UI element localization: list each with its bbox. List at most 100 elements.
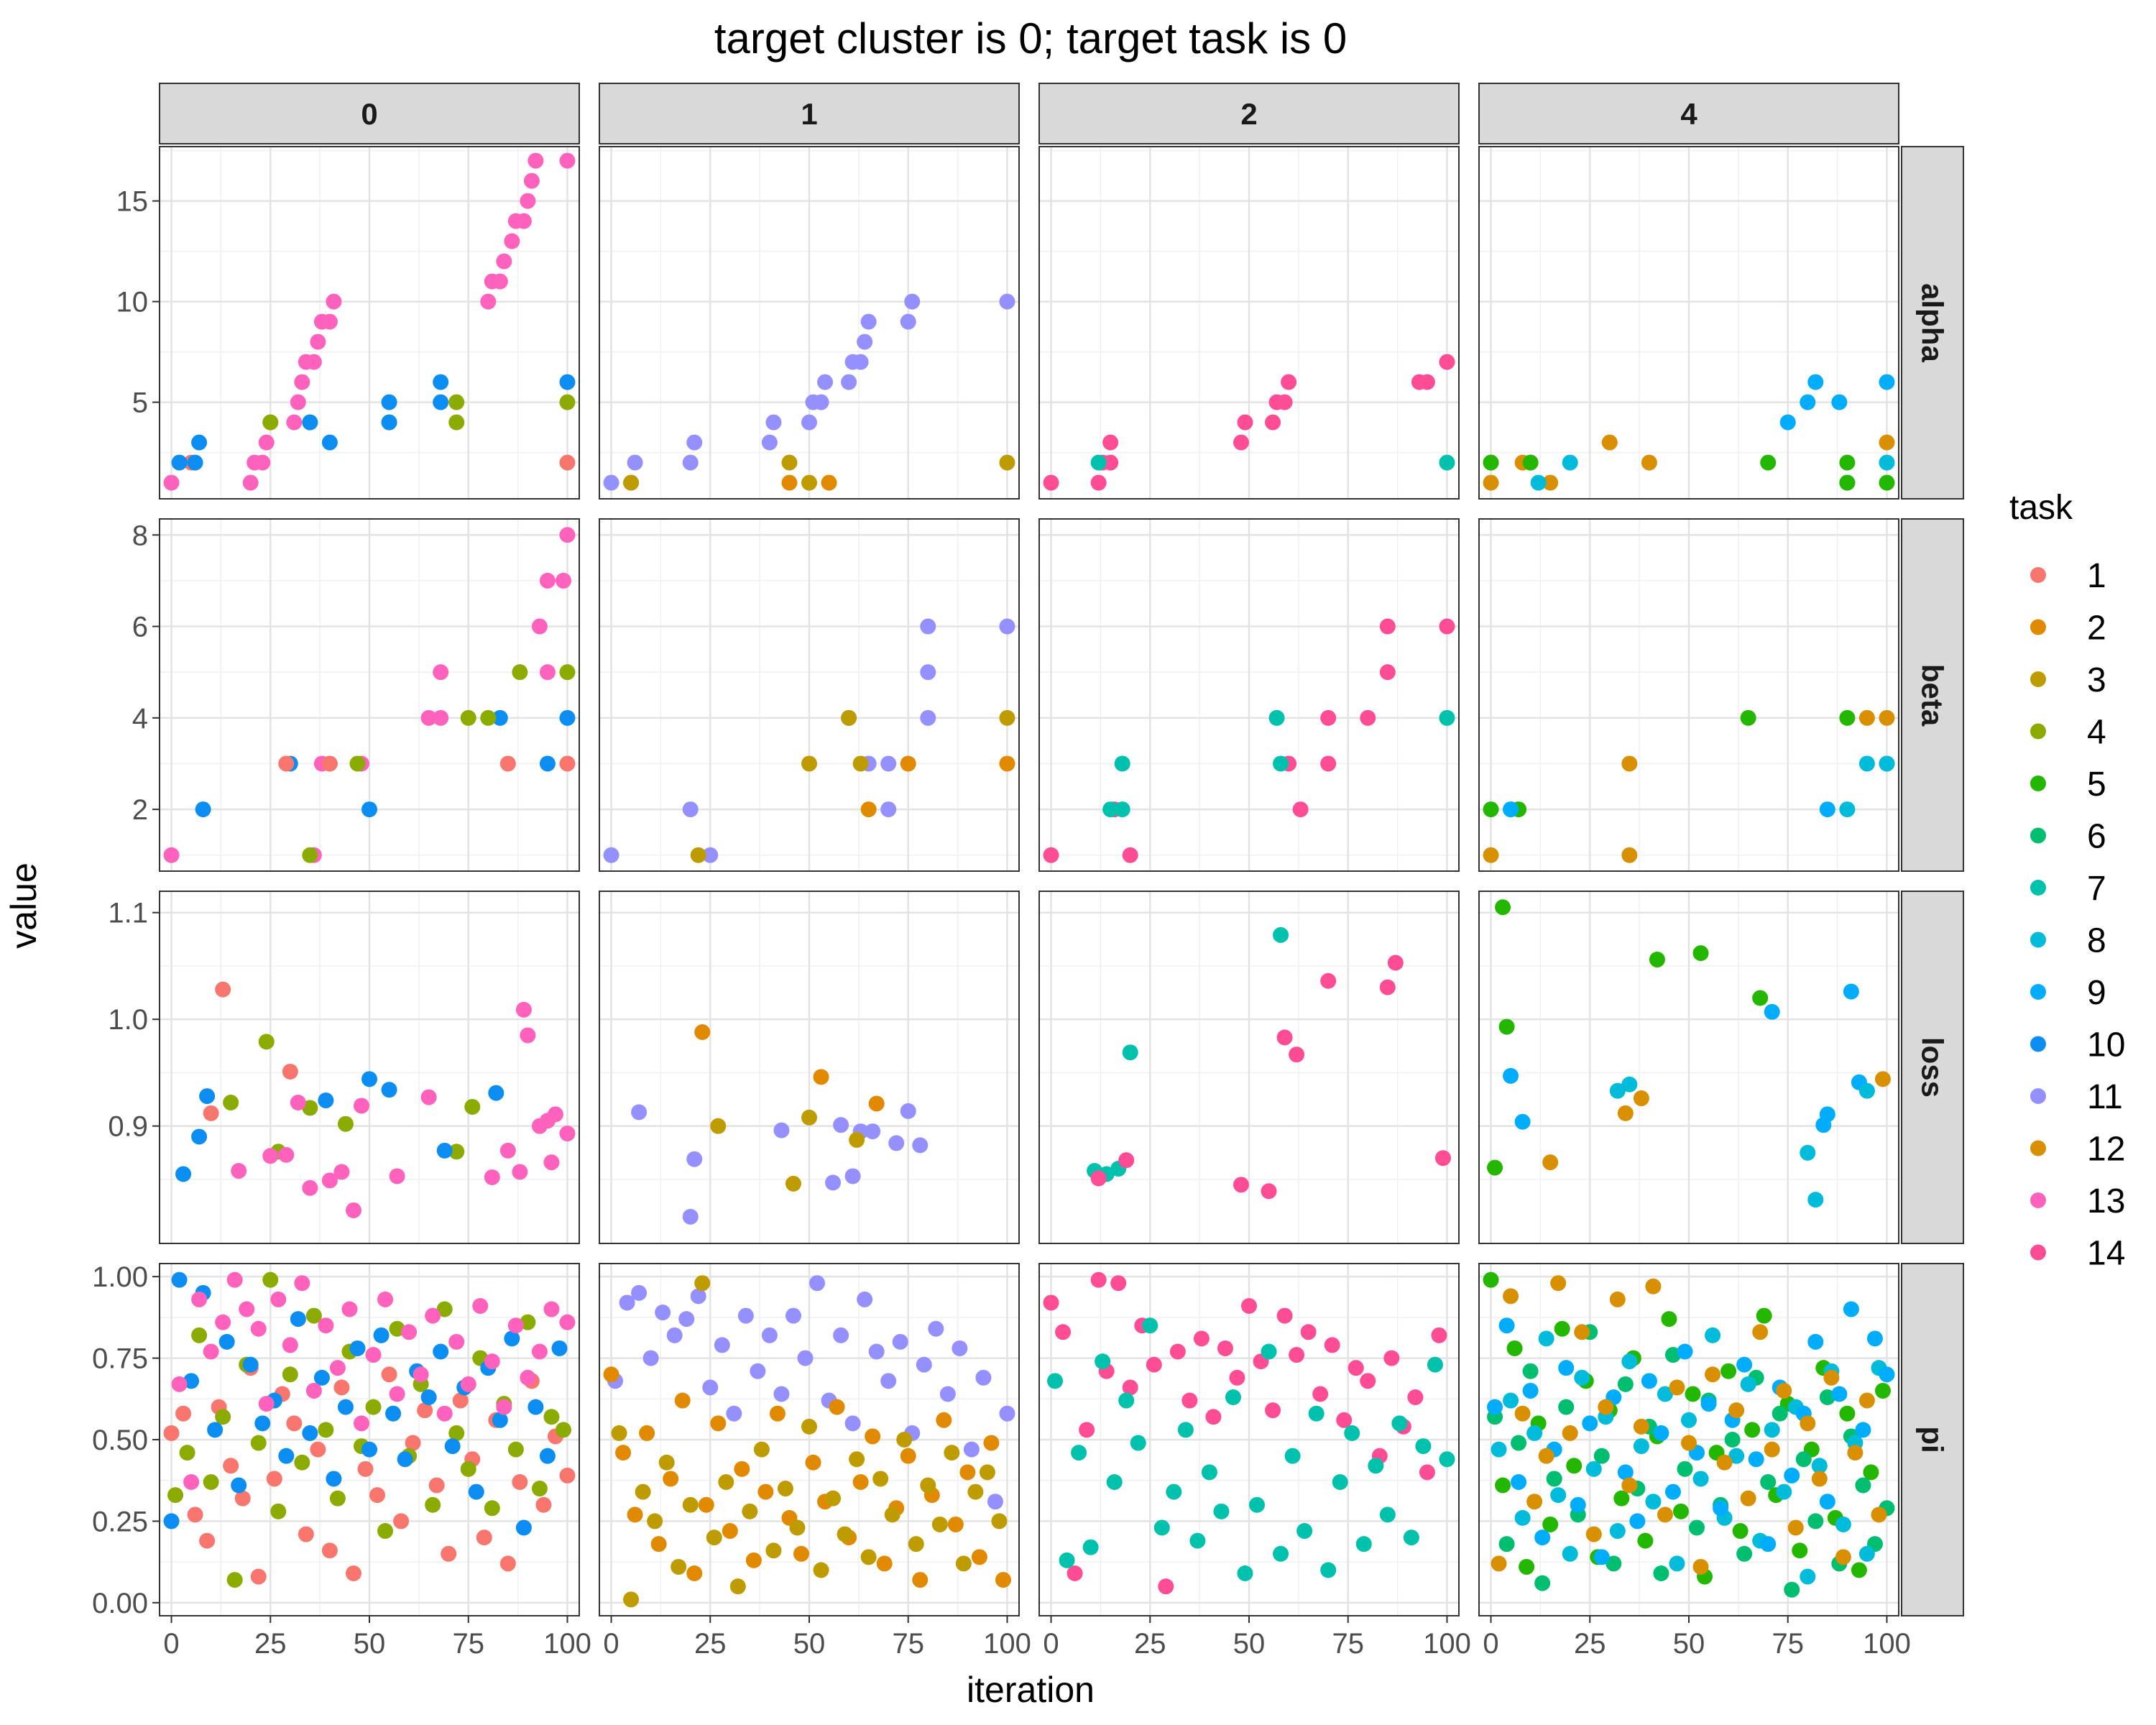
data-point-task-13 bbox=[321, 313, 338, 330]
data-point-task-1 bbox=[499, 755, 516, 772]
panel-loss-4 bbox=[1478, 891, 1899, 1244]
x-tick-label: 50 bbox=[1233, 1628, 1266, 1660]
data-point-task-5 bbox=[1732, 1523, 1749, 1540]
data-point-task-9 bbox=[1879, 1366, 1895, 1383]
data-point-task-11 bbox=[916, 1356, 932, 1373]
data-point-task-2 bbox=[722, 1523, 738, 1540]
data-point-task-14 bbox=[1122, 847, 1138, 863]
data-point-task-12 bbox=[1728, 1402, 1745, 1419]
data-point-task-11 bbox=[825, 1174, 842, 1191]
data-point-task-1 bbox=[223, 1458, 239, 1474]
data-point-task-10 bbox=[551, 1340, 568, 1356]
column-strip-label: 2 bbox=[1240, 97, 1257, 131]
data-point-task-13 bbox=[326, 293, 342, 310]
data-point-task-4 bbox=[507, 1441, 524, 1458]
data-point-task-11 bbox=[868, 1343, 885, 1360]
data-point-task-12 bbox=[1542, 1154, 1559, 1171]
data-point-task-13 bbox=[163, 847, 180, 863]
data-point-task-5 bbox=[1851, 1562, 1867, 1578]
data-point-task-3 bbox=[849, 1451, 865, 1468]
data-point-task-1 bbox=[559, 1467, 576, 1484]
data-point-task-11 bbox=[773, 1386, 790, 1402]
data-point-task-14 bbox=[1300, 1324, 1317, 1340]
data-point-task-1 bbox=[282, 1063, 298, 1080]
data-point-task-8 bbox=[1562, 1545, 1578, 1562]
data-point-task-1 bbox=[187, 1506, 203, 1523]
data-point-task-11 bbox=[952, 1340, 968, 1356]
data-point-task-11 bbox=[619, 1294, 635, 1311]
data-point-task-12 bbox=[1847, 1445, 1864, 1461]
data-point-task-9 bbox=[1764, 1003, 1780, 1020]
data-point-task-13 bbox=[531, 618, 548, 635]
data-point-task-3 bbox=[801, 474, 817, 491]
data-point-task-13 bbox=[555, 572, 571, 589]
data-point-task-4 bbox=[512, 664, 528, 681]
data-point-task-14 bbox=[1320, 755, 1337, 772]
data-point-task-3 bbox=[841, 709, 857, 726]
data-point-task-13 bbox=[472, 1297, 489, 1314]
panel-alpha-4 bbox=[1478, 146, 1899, 500]
x-tick-label: 75 bbox=[452, 1628, 484, 1660]
data-point-task-2 bbox=[995, 1572, 1011, 1588]
data-point-task-12 bbox=[1764, 1441, 1780, 1458]
panel-border bbox=[599, 518, 1020, 872]
legend-item-task-4: 4 bbox=[2030, 714, 2106, 752]
row-strip-background bbox=[1901, 1263, 1964, 1616]
data-point-task-13 bbox=[191, 1291, 208, 1307]
data-point-task-10 bbox=[433, 374, 449, 390]
legend-item-task-1: 1 bbox=[2030, 557, 2106, 595]
data-point-task-14 bbox=[1276, 1307, 1293, 1324]
data-point-task-9 bbox=[1558, 1360, 1575, 1376]
data-point-task-10 bbox=[199, 1088, 216, 1105]
data-point-task-11 bbox=[999, 1405, 1015, 1422]
data-point-task-3 bbox=[658, 1454, 675, 1471]
data-points bbox=[1483, 709, 1895, 863]
data-point-task-5 bbox=[1756, 1307, 1772, 1324]
data-point-task-7 bbox=[1225, 1389, 1241, 1406]
data-point-task-12 bbox=[1858, 709, 1875, 726]
y-tick-label: 0.00 bbox=[92, 1588, 148, 1619]
data-point-task-11 bbox=[631, 1104, 648, 1121]
data-point-task-14 bbox=[1043, 847, 1059, 863]
data-point-task-13 bbox=[258, 1396, 275, 1412]
data-point-task-1 bbox=[393, 1513, 410, 1530]
legend-item-task-9: 9 bbox=[2030, 974, 2106, 1012]
data-point-task-1 bbox=[175, 1405, 192, 1422]
data-point-task-14 bbox=[1241, 1297, 1257, 1314]
data-point-task-13 bbox=[559, 1126, 576, 1142]
data-point-task-12 bbox=[1621, 1477, 1638, 1494]
data-point-task-12 bbox=[1800, 1415, 1816, 1432]
data-point-task-5 bbox=[1495, 1477, 1511, 1494]
data-point-task-9 bbox=[1879, 374, 1895, 390]
data-point-task-7 bbox=[1379, 1506, 1396, 1523]
legend-key-marker bbox=[2030, 723, 2046, 740]
data-point-task-3 bbox=[753, 1441, 770, 1458]
data-point-task-7 bbox=[1320, 1562, 1337, 1578]
x-tick-label: 25 bbox=[694, 1628, 727, 1660]
data-point-task-13 bbox=[389, 1168, 405, 1184]
data-point-task-9 bbox=[1748, 1451, 1764, 1468]
data-points bbox=[1043, 1271, 1455, 1595]
data-point-task-11 bbox=[939, 1386, 956, 1402]
data-point-task-9 bbox=[1593, 1549, 1610, 1565]
legend-item-task-14: 14 bbox=[2030, 1235, 2125, 1273]
data-point-task-7 bbox=[1284, 1448, 1301, 1464]
data-point-task-13 bbox=[353, 1098, 369, 1114]
data-point-task-5 bbox=[1874, 1382, 1891, 1399]
data-point-task-10 bbox=[539, 1448, 556, 1464]
data-point-task-9 bbox=[1664, 1484, 1681, 1500]
data-point-task-2 bbox=[936, 1412, 952, 1428]
data-point-task-7 bbox=[1122, 1044, 1138, 1061]
data-point-task-13 bbox=[492, 273, 508, 290]
data-point-task-12 bbox=[1491, 1555, 1507, 1572]
y-tick-label: 4 bbox=[132, 703, 148, 735]
data-point-task-1 bbox=[298, 1526, 314, 1542]
data-point-task-2 bbox=[686, 1565, 703, 1582]
data-point-task-13 bbox=[377, 1291, 394, 1307]
data-point-task-14 bbox=[1439, 354, 1455, 370]
row-strip-alpha: alpha bbox=[1901, 146, 1964, 500]
data-point-task-9 bbox=[1843, 983, 1859, 1000]
data-point-task-14 bbox=[1118, 1152, 1135, 1169]
data-point-task-3 bbox=[781, 454, 798, 471]
data-point-task-10 bbox=[444, 1438, 461, 1455]
